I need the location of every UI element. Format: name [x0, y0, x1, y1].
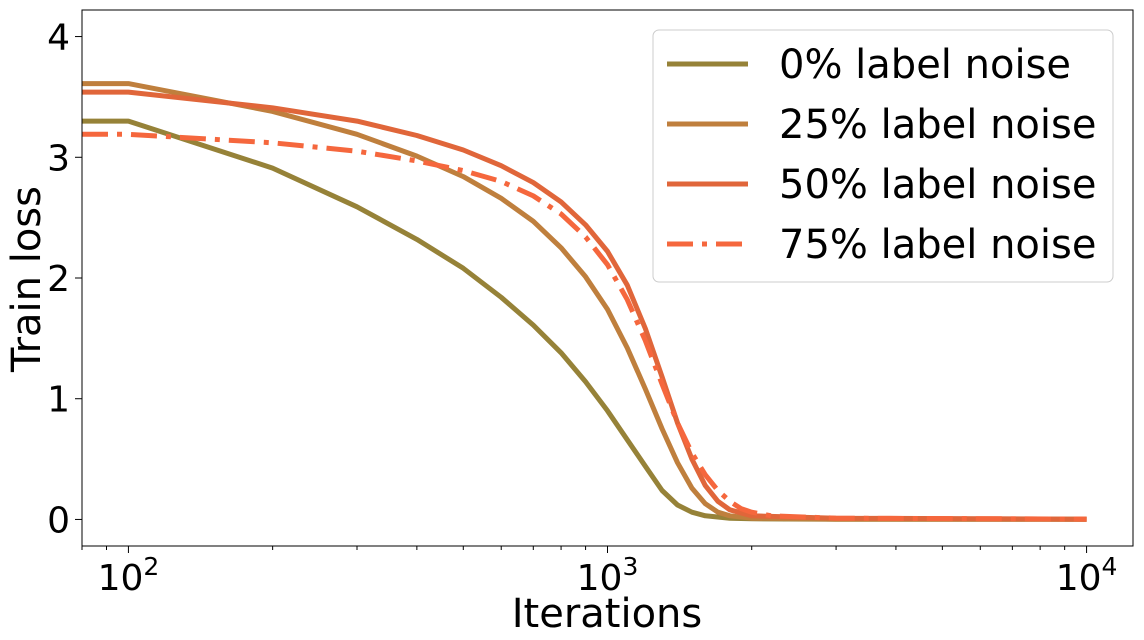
x-tick-label: 102 [98, 552, 160, 599]
y-tick-label: 4 [47, 18, 70, 59]
series-line-25-label-noise [82, 81, 1087, 522]
axes-layer: 0 1 2 3 4 102 103 104 [47, 9, 1134, 599]
x-tick-label: 103 [577, 552, 639, 599]
y-tick-label: 3 [47, 138, 70, 179]
x-axis-label: Iterations [512, 591, 703, 637]
legend-label-0-label-noise: 0% label noise [779, 42, 1071, 88]
y-axis-label: Train loss [4, 186, 50, 373]
series-line-50-label-noise [82, 89, 1087, 522]
legend-box [652, 29, 1114, 283]
legend-label-25-label-noise: 25% label noise [779, 102, 1096, 148]
y-tick-label: 1 [47, 380, 70, 421]
y-tick-label: 0 [47, 500, 70, 541]
y-tick-label: 2 [47, 259, 70, 300]
x-tick-label: 104 [1056, 552, 1118, 599]
legend-label-50-label-noise: 50% label noise [779, 162, 1096, 208]
series-layer [82, 81, 1087, 522]
legend: 0% label noise 25% label noise 50% label n… [652, 29, 1114, 283]
legend-label-75-label-noise: 75% label noise [779, 222, 1096, 268]
series-line-75-label-noise [82, 131, 1087, 522]
series-line-0-label-noise [82, 118, 1087, 522]
